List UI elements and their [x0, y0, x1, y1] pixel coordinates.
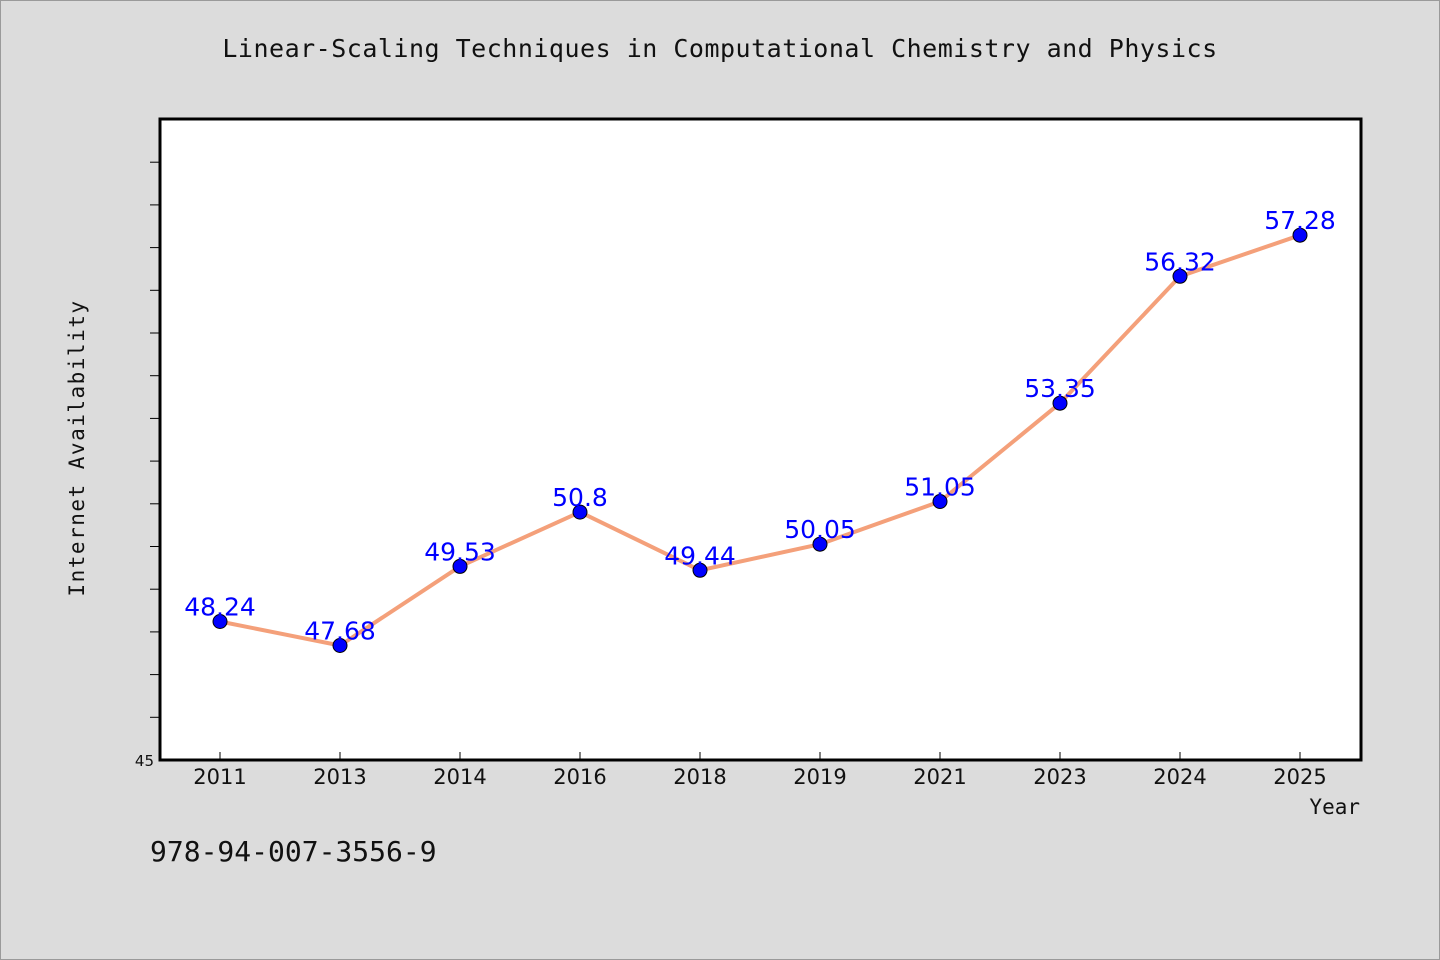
x-tick-label: 2013: [313, 765, 366, 789]
data-point: [812, 536, 828, 552]
x-tick-label: 2023: [1033, 765, 1086, 789]
data-point: [452, 558, 468, 574]
data-point: [212, 614, 228, 629]
data-label: 49.44: [664, 541, 736, 570]
data-point: [692, 562, 708, 578]
plot-area: [158, 117, 1363, 762]
x-tick-label: 2024: [1153, 765, 1206, 789]
x-tick-label: 2014: [433, 765, 486, 789]
x-tick-label: 2021: [913, 765, 966, 789]
data-point: [1172, 268, 1188, 284]
x-tick-label: 2016: [553, 765, 606, 789]
data-label: 56.32: [1144, 247, 1216, 276]
x-tick-label: 2025: [1273, 765, 1326, 789]
data-point: [332, 638, 348, 653]
data-point: [572, 504, 588, 520]
data-labels-group: 48.24 47.68 49.53 50.8 49.44 50.05 51.05 53.35 5…: [184, 206, 1336, 645]
data-label: 50.05: [784, 515, 856, 544]
x-tick-label: 2018: [673, 765, 726, 789]
x-tick-label: 2019: [793, 765, 846, 789]
data-label: 50.8: [552, 483, 608, 512]
data-point: [932, 494, 948, 509]
isbn-text: 978-94-007-3556-9: [150, 835, 437, 868]
y-axis-ticks: 45: [135, 161, 160, 770]
data-point: [1292, 227, 1308, 243]
y-axis-label: Internet Availability: [65, 299, 89, 597]
data-label: 51.05: [904, 473, 976, 502]
data-label: 48.24: [184, 593, 256, 622]
data-label: 57.28: [1264, 206, 1336, 235]
x-tick-label: 2011: [193, 765, 246, 789]
chart-title: Linear-Scaling Techniques in Computation…: [222, 34, 1218, 63]
x-axis-label: Year: [1309, 795, 1360, 819]
data-label: 53.35: [1024, 374, 1096, 403]
data-label: 47.68: [304, 617, 376, 646]
series-line: [218, 233, 1302, 648]
data-label: 49.53: [424, 537, 496, 566]
x-axis-ticks: 2011 2013 2014 2016 2018 2019 2021 2023 2024 2025: [193, 752, 1327, 789]
data-point: [1052, 395, 1068, 411]
series-group: [212, 227, 1308, 653]
y-tick-label: 45: [135, 752, 154, 770]
